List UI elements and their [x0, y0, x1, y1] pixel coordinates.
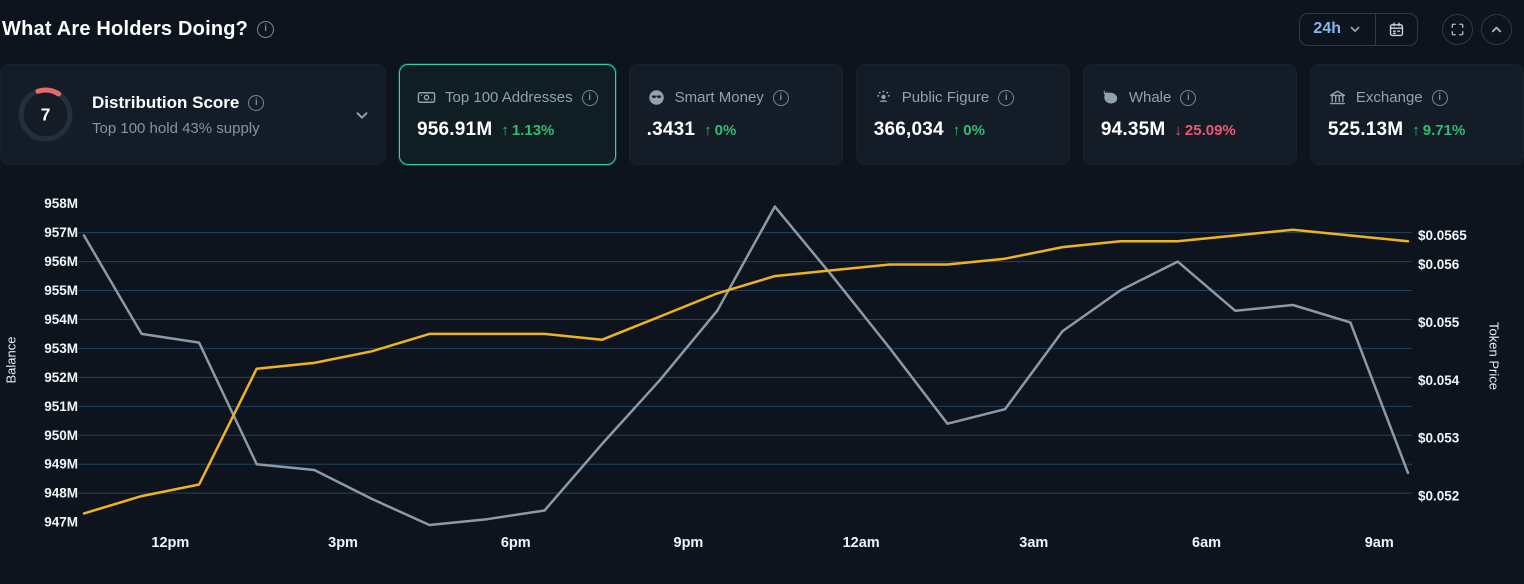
left-axis-tick: 950M [44, 428, 78, 443]
left-axis-tick: 956M [44, 254, 78, 269]
x-axis-tick: 3pm [328, 535, 358, 551]
smart-money-icon [647, 88, 666, 107]
info-icon[interactable]: i [1431, 89, 1448, 106]
info-icon[interactable]: i [248, 94, 265, 111]
x-axis-tick: 12pm [151, 535, 189, 551]
x-axis-tick: 6pm [501, 535, 531, 551]
distribution-subtitle: Top 100 hold 43% supply [92, 119, 260, 137]
info-icon[interactable]: i [581, 89, 598, 106]
calendar-button[interactable] [1375, 13, 1417, 45]
info-icon[interactable]: i [772, 89, 789, 106]
right-axis-tick: $0.054 [1418, 373, 1460, 388]
timeframe-pill: 24h [1299, 12, 1418, 46]
metric-card-whale[interactable]: Whale i 94.35M ↓ 25.09% [1082, 64, 1297, 165]
x-axis-tick: 12am [843, 535, 880, 551]
whale-icon [1101, 88, 1120, 107]
metric-value: 366,034 [873, 119, 944, 140]
series-line-token-price [82, 228, 1410, 515]
metric-title: Whale [1128, 89, 1172, 106]
right-axis-tick: $0.055 [1418, 315, 1460, 330]
metric-card-public-figure[interactable]: Public Figure i 366,034 ↑ 0% [855, 64, 1070, 165]
info-icon[interactable]: i [1180, 89, 1197, 106]
metric-card-top-100-addresses[interactable]: Top 100 Addresses i 956.91M ↑ 1.13% [399, 64, 616, 165]
right-axis-tick: $0.0565 [1418, 228, 1467, 243]
metric-change: ↑ 9.71% [1412, 122, 1466, 139]
metric-title: Exchange [1355, 89, 1423, 106]
metric-title: Top 100 Addresses [445, 89, 573, 106]
calendar-icon [1389, 21, 1404, 36]
right-axis-tick: $0.053 [1418, 431, 1460, 446]
holders-activity-chart: Balance Token Price 958M 957M 956M 955M 954M… [0, 164, 1524, 579]
public-figure-icon [874, 88, 893, 107]
left-axis-tick: 949M [44, 457, 78, 472]
metric-title: Smart Money [674, 89, 764, 106]
chevron-down-icon[interactable] [353, 106, 371, 124]
metric-card-smart-money[interactable]: Smart Money i .3431 ↑ 0% [628, 64, 843, 165]
metric-value: .3431 [646, 119, 696, 140]
collapse-button[interactable] [1481, 13, 1512, 45]
up-arrow-icon: ↑ [501, 122, 509, 139]
metric-value: 956.91M [417, 119, 493, 140]
up-arrow-icon: ↑ [704, 122, 712, 139]
banknote-icon [417, 88, 436, 107]
metric-change: ↑ 0% [704, 122, 737, 139]
left-axis-tick: 951M [44, 399, 78, 414]
x-axis-tick: 6am [1192, 535, 1221, 551]
x-axis-tick: 3am [1019, 535, 1048, 551]
fullscreen-icon [1451, 23, 1464, 35]
right-axis-tick: $0.056 [1418, 257, 1460, 272]
right-axis-title: Token Price [1486, 322, 1502, 390]
fullscreen-button[interactable] [1442, 13, 1473, 45]
distribution-title: Distribution Score [92, 92, 240, 112]
up-arrow-icon: ↑ [1412, 122, 1420, 139]
left-axis-tick: 954M [44, 312, 78, 327]
left-axis-tick: 947M [44, 515, 78, 530]
distribution-gauge: 7 [18, 87, 73, 142]
left-axis-tick: 952M [44, 370, 78, 385]
x-axis-tick: 9am [1365, 535, 1394, 551]
right-axis-tick: $0.052 [1418, 489, 1459, 504]
metric-card-exchange[interactable]: Exchange i 525.13M ↑ 9.71% [1309, 64, 1524, 165]
down-arrow-icon: ↓ [1174, 122, 1182, 139]
panel-header: What Are Holders Doing? i 24h [0, 0, 1524, 58]
series-line-balance [82, 205, 1410, 527]
metric-title: Public Figure [901, 89, 990, 106]
distribution-score-value: 7 [41, 105, 51, 125]
x-axis-tick: 9pm [674, 535, 704, 551]
info-icon[interactable]: i [998, 89, 1015, 106]
timeframe-dropdown[interactable]: 24h [1300, 14, 1375, 45]
up-arrow-icon: ↑ [952, 122, 961, 139]
title-info-icon[interactable]: i [257, 20, 275, 38]
metric-cards-row: 7 Distribution Score i Top 100 hold 43% … [0, 64, 1524, 165]
left-axis-tick: 948M [44, 486, 78, 501]
metric-change: ↑ 1.13% [501, 122, 555, 139]
metric-change: ↓ 25.09% [1174, 122, 1236, 139]
header-controls: 24h [1299, 12, 1512, 46]
exchange-bank-icon [1328, 88, 1347, 107]
distribution-score-card[interactable]: 7 Distribution Score i Top 100 hold 43% … [0, 64, 386, 165]
left-axis-title: Balance [3, 336, 19, 384]
chevron-down-icon [1350, 26, 1360, 33]
timeframe-value: 24h [1313, 20, 1341, 37]
chart-canvas[interactable]: 958M 957M 956M 955M 954M 953M 952M 951M 950M 949M… [0, 164, 1524, 579]
page-title: What Are Holders Doing? [2, 17, 249, 40]
metric-value: 94.35M [1100, 119, 1166, 140]
left-axis-tick: 953M [44, 341, 78, 356]
metric-value: 525.13M [1327, 119, 1404, 140]
chevron-up-icon [1491, 26, 1502, 32]
left-axis-tick: 957M [44, 225, 78, 240]
metric-change: ↑ 0% [952, 122, 985, 139]
left-axis-tick: 955M [44, 283, 78, 298]
left-axis-tick: 958M [44, 196, 78, 211]
